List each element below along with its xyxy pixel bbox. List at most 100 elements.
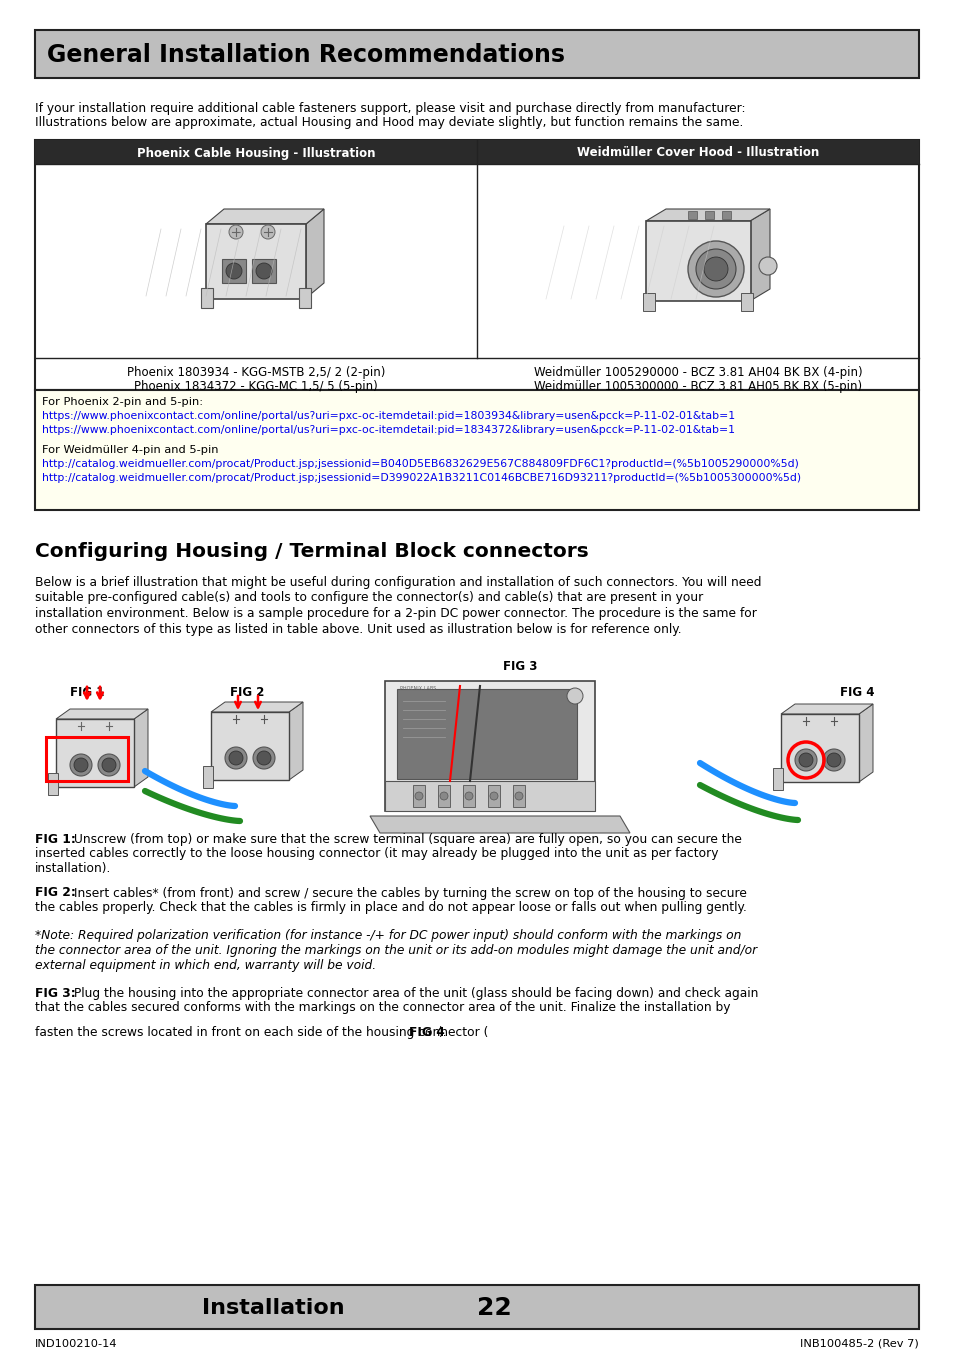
Bar: [252, 259, 275, 284]
Polygon shape: [306, 209, 324, 298]
Circle shape: [103, 720, 115, 732]
Polygon shape: [289, 702, 303, 780]
Polygon shape: [858, 703, 872, 782]
Text: If your installation require additional cable fasteners support, please visit an: If your installation require additional …: [35, 103, 744, 115]
Bar: [781, 714, 858, 782]
Text: ).: ).: [437, 1026, 446, 1040]
Text: Installation: Installation: [202, 1297, 345, 1318]
Bar: [704, 211, 713, 219]
Text: the connector area of the unit. Ignoring the markings on the unit or its add-on : the connector area of the unit. Ignoring…: [35, 944, 757, 957]
Text: FIG 2:: FIG 2:: [35, 887, 76, 899]
Text: Weidmüller 1005300000 - BCZ 3.81 AH05 BK BX (5-pin): Weidmüller 1005300000 - BCZ 3.81 AH05 BK…: [534, 379, 862, 393]
Circle shape: [794, 749, 816, 771]
Text: FIG 4: FIG 4: [408, 1026, 444, 1040]
Text: Weidmüller 1005290000 - BCZ 3.81 AH04 BK BX (4-pin): Weidmüller 1005290000 - BCZ 3.81 AH04 BK…: [533, 366, 862, 379]
Bar: [385, 782, 595, 811]
Text: http://catalog.weidmueller.com/procat/Product.jsp;jsessionid=B040D5EB6832629E567: http://catalog.weidmueller.com/procat/Pr…: [42, 459, 798, 468]
Text: that the cables secured conforms with the markings on the connector area of the : that the cables secured conforms with th…: [35, 1002, 730, 1014]
Text: Phoenix Cable Housing - Illustration: Phoenix Cable Housing - Illustration: [136, 147, 375, 159]
Text: FIG 2: FIG 2: [230, 686, 264, 699]
Circle shape: [827, 716, 840, 728]
Polygon shape: [206, 209, 324, 224]
Bar: [35, 1285, 918, 1328]
Text: For Weidmüller 4-pin and 5-pin: For Weidmüller 4-pin and 5-pin: [42, 446, 218, 455]
Text: PHOENIX LABS: PHOENIX LABS: [399, 686, 436, 691]
Text: FIG 3:: FIG 3:: [35, 987, 75, 1000]
Circle shape: [515, 792, 522, 801]
Bar: [476, 140, 918, 163]
Text: Phoenix 1834372 - KGG-MC 1,5/ 5 (5-pin): Phoenix 1834372 - KGG-MC 1,5/ 5 (5-pin): [134, 379, 377, 393]
Bar: [203, 765, 213, 788]
Text: suitable pre-configured cable(s) and tools to configure the connector(s) and cab: suitable pre-configured cable(s) and too…: [35, 591, 702, 605]
Bar: [385, 680, 595, 811]
Circle shape: [800, 716, 811, 728]
Text: FIG 1:: FIG 1:: [35, 833, 76, 846]
Bar: [222, 259, 246, 284]
Text: Phoenix 1803934 - KGG-MSTB 2,5/ 2 (2-pin): Phoenix 1803934 - KGG-MSTB 2,5/ 2 (2-pin…: [127, 366, 385, 379]
Bar: [513, 784, 524, 807]
Circle shape: [255, 263, 272, 279]
Text: http://catalog.weidmueller.com/procat/Product.jsp;jsessionid=D399022A1B3211C0146: http://catalog.weidmueller.com/procat/Pr…: [42, 472, 801, 483]
Text: Unscrew (from top) or make sure that the screw terminal (square area) are fully : Unscrew (from top) or make sure that the…: [70, 833, 740, 846]
Circle shape: [439, 792, 448, 801]
Circle shape: [70, 755, 91, 776]
Bar: [35, 390, 918, 510]
Text: https://www.phoenixcontact.com/online/portal/us?uri=pxc-oc-itemdetail:pid=183437: https://www.phoenixcontact.com/online/po…: [42, 425, 734, 435]
Text: other connectors of this type as listed in table above. Unit used as illustratio: other connectors of this type as listed …: [35, 622, 680, 636]
Text: Insert cables* (from front) and screw / secure the cables by turning the screw o: Insert cables* (from front) and screw / …: [70, 887, 746, 899]
Bar: [35, 140, 476, 163]
Circle shape: [98, 755, 120, 776]
Bar: [56, 720, 133, 787]
Text: IND100210-14: IND100210-14: [35, 1339, 117, 1349]
Bar: [721, 211, 730, 219]
Bar: [772, 768, 782, 790]
Circle shape: [687, 242, 743, 297]
Text: installation).: installation).: [35, 863, 112, 875]
Bar: [206, 224, 306, 298]
Text: INB100485-2 (Rev 7): INB100485-2 (Rev 7): [800, 1339, 918, 1349]
Circle shape: [256, 751, 271, 765]
Text: Below is a brief illustration that might be useful during configuration and inst: Below is a brief illustration that might…: [35, 576, 760, 589]
Text: Configuring Housing / Terminal Block connectors: Configuring Housing / Terminal Block con…: [35, 541, 588, 562]
Circle shape: [226, 263, 242, 279]
Circle shape: [229, 225, 243, 239]
Text: https://www.phoenixcontact.com/online/portal/us?uri=pxc-oc-itemdetail:pid=180393: https://www.phoenixcontact.com/online/po…: [42, 410, 735, 421]
Circle shape: [230, 713, 242, 725]
Text: Plug the housing into the appropriate connector area of the unit (glass should b: Plug the housing into the appropriate co…: [70, 987, 758, 1000]
Polygon shape: [645, 209, 769, 221]
Text: Illustrations below are approximate, actual Housing and Hood may deviate slightl: Illustrations below are approximate, act…: [35, 116, 742, 130]
Circle shape: [229, 751, 243, 765]
Text: external equipment in which end, warranty will be void.: external equipment in which end, warrant…: [35, 958, 375, 972]
Text: *Note: Required polarization verification (for instance -/+ for DC power input) : *Note: Required polarization verificatio…: [35, 930, 740, 942]
Bar: [462, 784, 475, 807]
Circle shape: [566, 688, 582, 703]
Circle shape: [225, 747, 247, 769]
Circle shape: [822, 749, 844, 771]
Polygon shape: [370, 815, 629, 833]
Circle shape: [759, 256, 776, 275]
Bar: [48, 774, 58, 795]
Circle shape: [696, 248, 735, 289]
Polygon shape: [749, 209, 769, 301]
Text: For Phoenix 2-pin and 5-pin:: For Phoenix 2-pin and 5-pin:: [42, 397, 203, 406]
Circle shape: [415, 792, 422, 801]
Bar: [687, 211, 697, 219]
Bar: [46, 737, 128, 782]
Circle shape: [253, 747, 274, 769]
Circle shape: [826, 753, 841, 767]
Bar: [740, 293, 752, 310]
Bar: [298, 288, 311, 308]
Text: the cables properly. Check that the cables is firmly in place and do not appear : the cables properly. Check that the cabl…: [35, 900, 746, 914]
Text: FIG 3: FIG 3: [502, 660, 537, 674]
Text: installation environment. Below is a sample procedure for a 2-pin DC power conne: installation environment. Below is a sam…: [35, 608, 756, 620]
Polygon shape: [211, 702, 303, 711]
Bar: [211, 711, 289, 780]
Bar: [488, 784, 499, 807]
Circle shape: [74, 757, 88, 772]
Bar: [35, 140, 918, 390]
Bar: [437, 784, 450, 807]
Bar: [645, 221, 750, 301]
Circle shape: [261, 225, 274, 239]
Bar: [201, 288, 213, 308]
Bar: [642, 293, 655, 310]
